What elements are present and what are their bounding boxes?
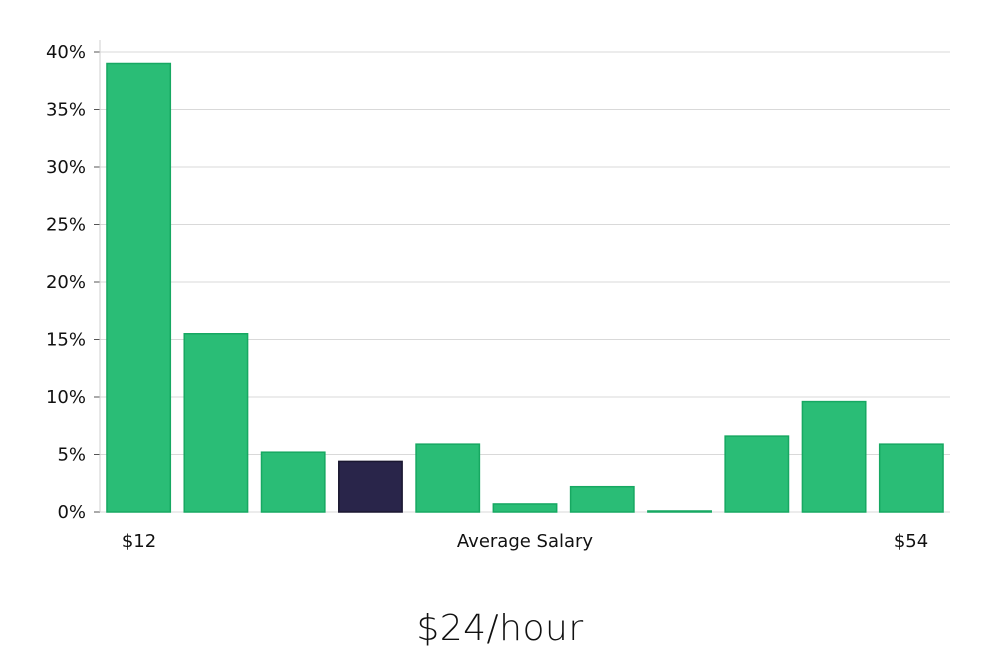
y-tick-label: 20%: [46, 272, 86, 293]
y-tick-labels: 0% 5% 10% 15% 20% 25% 30% 35% 40%: [46, 42, 86, 523]
y-tick-label: 5%: [57, 445, 86, 466]
average-salary-value: $24/hour: [416, 608, 584, 649]
y-tick-label: 15%: [46, 330, 86, 351]
x-axis-title: Average Salary: [457, 531, 594, 552]
bar: [878, 443, 944, 513]
bar: [492, 503, 558, 513]
y-tick-label: 25%: [46, 215, 86, 236]
y-tick-label: 35%: [46, 100, 86, 121]
bars: [106, 62, 944, 513]
bar: [106, 62, 172, 513]
bar: [569, 485, 635, 513]
y-tick-label: 0%: [57, 502, 86, 523]
bar: [724, 435, 790, 513]
y-tick-label: 40%: [46, 42, 86, 63]
bar: [183, 333, 249, 513]
bar: [647, 510, 712, 513]
y-tick-label: 30%: [46, 157, 86, 178]
bar: [801, 400, 867, 513]
x-max-label: $54: [894, 531, 928, 552]
axes: [94, 40, 101, 513]
bar: [415, 443, 481, 513]
bar-highlighted: [338, 460, 403, 513]
bar: [260, 451, 326, 513]
y-tick-label: 10%: [46, 387, 86, 408]
x-min-label: $12: [122, 531, 156, 552]
